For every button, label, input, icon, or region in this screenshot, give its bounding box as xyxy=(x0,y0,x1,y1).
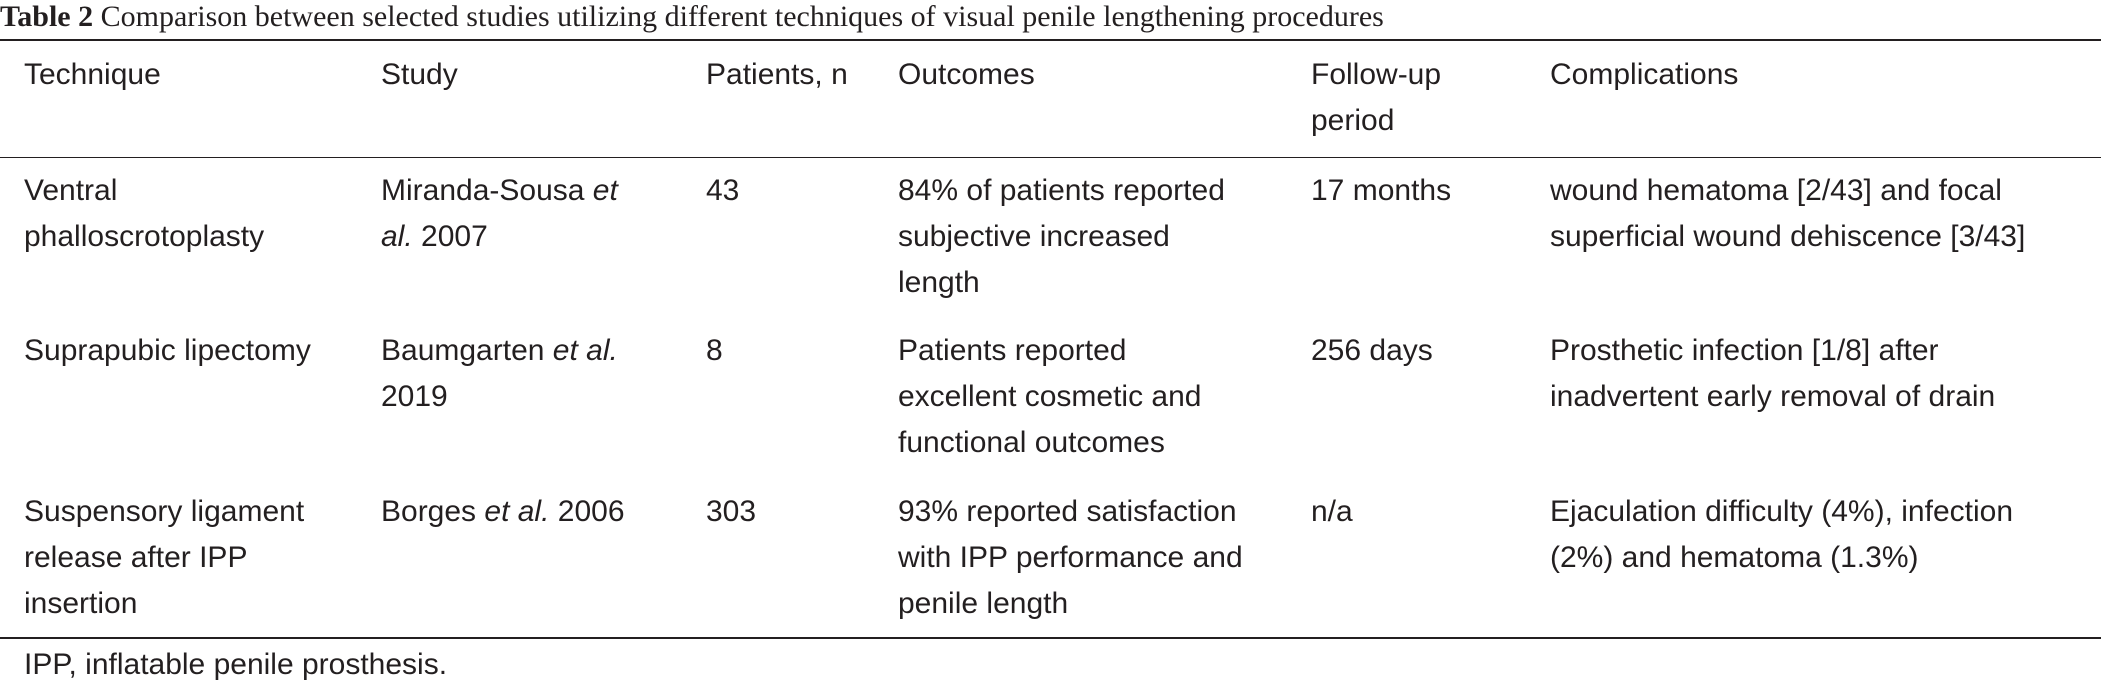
cell-line: Patients reported xyxy=(898,334,1127,367)
study-author: Baumgarten xyxy=(381,334,553,367)
cell-complications: wound hematoma [2/43] and focal superfic… xyxy=(1550,168,2025,260)
cell-line: with IPP performance and xyxy=(898,541,1243,574)
cell-line: wound hematoma [2/43] and focal xyxy=(1550,174,2002,207)
header-complications: Complications xyxy=(1550,58,1739,91)
cell-patients: 43 xyxy=(706,174,740,207)
cell-complications: Ejaculation difficulty (4%), infection (… xyxy=(1550,489,2013,581)
study-etal: et al. xyxy=(484,495,550,528)
cell-line: Suprapubic lipectomy xyxy=(24,334,311,367)
cell-followup: 17 months xyxy=(1311,174,1452,207)
cell-outcomes: Patients reported excellent cosmetic and… xyxy=(898,328,1202,466)
cell-line: Prosthetic infection [1/8] after xyxy=(1550,334,1939,367)
header-study: Study xyxy=(381,58,458,91)
cell-line: (2%) and hematoma (1.3%) xyxy=(1550,541,1919,574)
cell-study: Miranda-Sousa et al. 2007 xyxy=(381,168,618,260)
cell-line: inadvertent early removal of drain xyxy=(1550,380,1996,413)
cell-technique: Suprapubic lipectomy xyxy=(24,328,311,374)
cell-line: Miranda-Sousa et xyxy=(381,168,618,214)
study-etal: et xyxy=(592,174,618,207)
header-technique: Technique xyxy=(24,58,161,91)
cell-patients: 303 xyxy=(706,495,757,528)
cell-patients: 8 xyxy=(706,334,723,367)
cell-study: Borges et al. 2006 xyxy=(381,489,625,535)
cell-line: length xyxy=(898,266,980,299)
header-followup-line-1: Follow-up xyxy=(1311,58,1442,91)
table-title: Comparison between selected studies util… xyxy=(100,0,1384,33)
cell-line: subjective increased xyxy=(898,220,1170,253)
header-patients: Patients, n xyxy=(706,58,848,91)
cell-outcomes: 93% reported satisfaction with IPP perfo… xyxy=(898,489,1243,627)
study-author: Borges xyxy=(381,495,485,528)
study-author: Miranda-Sousa xyxy=(381,174,593,207)
study-etal: et al. xyxy=(552,334,618,367)
cell-technique: Ventral phalloscrotoplasty xyxy=(24,168,264,260)
cell-line: al. 2007 xyxy=(381,214,618,260)
cell-complications: Prosthetic infection [1/8] after inadver… xyxy=(1550,328,1995,420)
cell-line: insertion xyxy=(24,587,138,620)
cell-line: excellent cosmetic and xyxy=(898,380,1202,413)
study-year: 2007 xyxy=(412,220,488,253)
table-label: Table 2 xyxy=(0,0,94,33)
cell-outcomes: 84% of patients reported subjective incr… xyxy=(898,168,1225,306)
header-followup-line-2: period xyxy=(1311,104,1395,137)
bottom-rule xyxy=(0,637,2101,639)
cell-followup: 256 days xyxy=(1311,334,1433,367)
table-caption: Table 2 Comparison between selected stud… xyxy=(0,0,1384,34)
cell-line: Borges et al. 2006 xyxy=(381,489,625,535)
cell-line: 84% of patients reported xyxy=(898,174,1225,207)
cell-line: Suspensory ligament xyxy=(24,495,305,528)
cell-line: release after IPP xyxy=(24,541,248,574)
study-year: 2006 xyxy=(549,495,625,528)
header-outcomes: Outcomes xyxy=(898,58,1035,91)
cell-line: phalloscrotoplasty xyxy=(24,220,265,253)
cell-line: 93% reported satisfaction xyxy=(898,495,1237,528)
cell-line: Ventral xyxy=(24,174,118,207)
cell-followup: n/a xyxy=(1311,495,1353,528)
cell-line: penile length xyxy=(898,587,1069,620)
cell-line: superficial wound dehiscence [3/43] xyxy=(1550,220,2026,253)
cell-line: Baumgarten et al. xyxy=(381,328,618,374)
top-rule xyxy=(0,39,2101,41)
study-etal: al. xyxy=(381,220,413,253)
cell-line: Ejaculation difficulty (4%), infection xyxy=(1550,495,2014,528)
table-footnote: IPP, inflatable penile prosthesis. xyxy=(24,648,448,681)
cell-line: functional outcomes xyxy=(898,426,1165,459)
header-rule xyxy=(0,157,2101,158)
study-year: 2019 xyxy=(381,380,448,413)
cell-study: Baumgarten et al. 2019 xyxy=(381,328,618,420)
cell-technique: Suspensory ligament release after IPP in… xyxy=(24,489,304,627)
header-followup: Follow-up period xyxy=(1311,52,1441,144)
